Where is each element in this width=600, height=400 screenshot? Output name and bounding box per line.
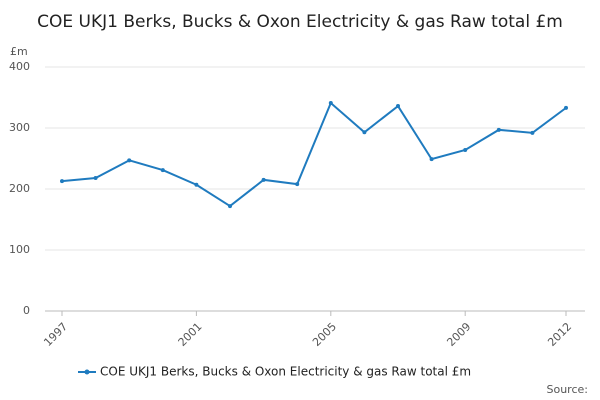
point xyxy=(362,130,367,135)
point xyxy=(396,104,400,109)
point xyxy=(496,127,501,132)
y-tick-label: 200 xyxy=(9,182,30,195)
legend-label: COE UKJ1 Berks, Bucks & Oxon Electricity… xyxy=(100,365,471,379)
point xyxy=(295,182,300,187)
point xyxy=(429,157,434,162)
point xyxy=(93,176,98,181)
point xyxy=(127,158,132,163)
point xyxy=(564,105,568,110)
y-tick-label: 100 xyxy=(9,243,30,256)
chart-title: COE UKJ1 Berks, Bucks & Oxon Electricity… xyxy=(37,12,563,32)
y-tick-label: 400 xyxy=(9,60,30,73)
legend-marker xyxy=(84,369,90,375)
y-tick-label: 0 xyxy=(23,304,30,317)
point xyxy=(194,182,199,187)
point xyxy=(261,177,266,182)
y-tick-label: 300 xyxy=(9,121,30,134)
y-axis-label: £m xyxy=(10,45,28,58)
x-tick-label: 2005 xyxy=(310,320,339,349)
point xyxy=(463,147,468,152)
point xyxy=(160,168,165,173)
point xyxy=(228,204,232,209)
x-tick-label: 2001 xyxy=(176,320,205,349)
x-tick-label: 1997 xyxy=(41,320,70,349)
point xyxy=(60,179,64,184)
point xyxy=(328,100,333,105)
point xyxy=(530,130,535,135)
line xyxy=(61,101,567,208)
x-tick-label: 2009 xyxy=(444,320,473,349)
source: Source: xyxy=(547,383,589,396)
x-tick-label: 2012 xyxy=(545,320,574,349)
